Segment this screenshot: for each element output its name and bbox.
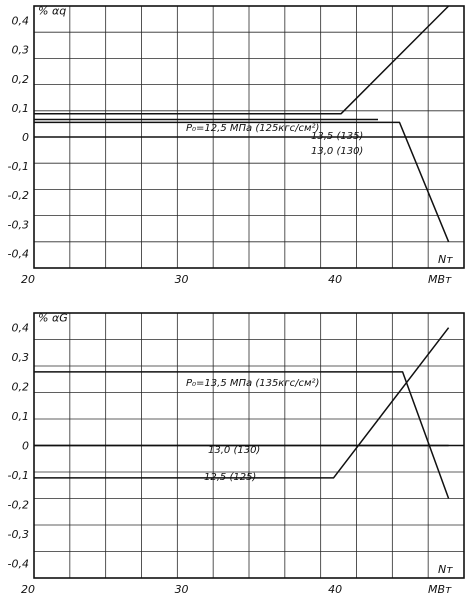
y-tick-label: 0,2 (12, 381, 30, 394)
x-tick-label: 40 (328, 273, 342, 286)
x-axis-symbol: Nт (438, 563, 453, 576)
x-axis-symbol: Nт (438, 253, 453, 266)
y-tick-label: -0,4 (8, 557, 29, 570)
y-axis-symbol: % αG (38, 312, 68, 325)
series-annotation: 13,0 (130) (208, 445, 260, 456)
y-tick-label: -0,2 (8, 189, 29, 202)
plot-frame (33, 5, 465, 269)
y-tick-label: 0 (22, 131, 29, 144)
y-tick-label: 0,1 (12, 410, 30, 423)
series-line-1 (34, 371, 450, 499)
y-tick-label: 0,4 (12, 322, 30, 335)
y-tick-label: 0,1 (12, 102, 30, 115)
series-annotation: 13,5 (135) (311, 131, 363, 142)
y-tick-label: -0,2 (8, 498, 29, 511)
series-annotation: P₀=12,5 МПа (125кгс/см²) (186, 123, 319, 134)
x-tick-label: 40 (328, 583, 342, 596)
chart-panel-1: 0,4 0,3 0,2 0,1 0 -0,1 -0,2 -0,3 -0,4 20 30 40 % αq N… (8, 5, 465, 286)
x-tick-label: 20 (21, 273, 35, 286)
x-axis-unit: МВт (428, 583, 452, 596)
y-tick-label: -0,1 (8, 160, 29, 173)
y-tick-label: -0,4 (8, 247, 29, 260)
x-tick-label: 30 (175, 273, 189, 286)
series-annotation: 12,5 (125) (204, 472, 256, 483)
y-tick-label: -0,3 (8, 528, 29, 541)
series-annotation: 13,0 (130) (311, 146, 363, 157)
x-tick-label: 30 (175, 583, 189, 596)
y-axis-symbol: % αq (38, 5, 66, 18)
series-line-3 (34, 327, 450, 479)
chart-panel-2: 0,4 0,3 0,2 0,1 0 -0,1 -0,2 -0,3 -0,4 20 30 40 % αG N… (8, 312, 465, 596)
y-tick-label: 0 (22, 440, 29, 453)
y-tick-label: 0,3 (12, 44, 30, 57)
y-tick-label: -0,1 (8, 469, 29, 482)
y-tick-label: -0,3 (8, 218, 29, 231)
series-line-1 (34, 5, 450, 115)
series-line-3 (34, 121, 450, 243)
series-annotation: P₀=13,5 МПа (135кгс/см²) (186, 378, 319, 389)
x-axis-unit: МВт (428, 273, 452, 286)
y-tick-label: 0,2 (12, 73, 30, 86)
y-tick-label: 0,4 (12, 15, 30, 28)
x-tick-label: 20 (21, 583, 35, 596)
y-tick-label: 0,3 (12, 351, 30, 364)
